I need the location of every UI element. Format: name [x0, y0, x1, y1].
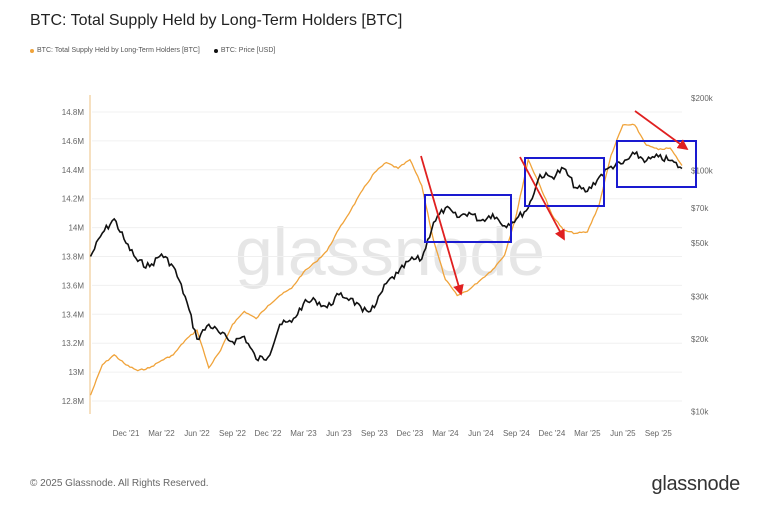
x-tick-label: Mar '23 — [290, 429, 317, 438]
legend: BTC: Total Supply Held by Long-Term Hold… — [30, 47, 275, 54]
left-tick-label: 14M — [68, 224, 84, 233]
x-tick-label: Jun '24 — [468, 429, 494, 438]
right-tick-label: $200k — [691, 94, 714, 103]
highlight-box-2 — [524, 157, 605, 207]
x-tick-label: Sep '24 — [503, 429, 530, 438]
gridlines — [92, 111, 682, 402]
left-tick-label: 14.4M — [62, 166, 85, 175]
x-tick-label: Jun '22 — [184, 429, 210, 438]
x-tick-label: Sep '23 — [361, 429, 388, 438]
left-tick-label: 13.4M — [62, 310, 85, 319]
x-axis: Dec '21 Mar '22 Jun '22 Sep '22 Dec '22 Mar '… — [113, 429, 673, 438]
x-tick-label: Jun '23 — [326, 429, 352, 438]
legend-label: BTC: Total Supply Held by Long-Term Hold… — [37, 47, 200, 54]
left-tick-label: 13M — [68, 368, 84, 377]
x-tick-label: Sep '25 — [645, 429, 672, 438]
right-tick-label: $70k — [691, 204, 709, 213]
left-tick-label: 14.6M — [62, 137, 85, 146]
x-tick-label: Dec '24 — [538, 429, 565, 438]
red-arrow-2 — [519, 156, 565, 241]
left-tick-label: 13.6M — [62, 281, 85, 290]
x-tick-label: Jun '25 — [610, 429, 636, 438]
highlight-box-1 — [424, 194, 512, 243]
red-arrow-1 — [420, 155, 464, 296]
legend-item-lth-supply[interactable]: BTC: Total Supply Held by Long-Term Hold… — [30, 47, 200, 54]
series-lth-supply-line — [89, 123, 683, 396]
right-tick-label: $100k — [691, 167, 714, 176]
right-axis: $10k $20k $30k $50k $70k $100k $200k — [691, 94, 714, 417]
x-tick-label: Mar '24 — [432, 429, 459, 438]
right-tick-label: $50k — [691, 239, 709, 248]
right-tick-label: $30k — [691, 293, 709, 302]
glassnode-logo: glassnode — [651, 473, 741, 495]
series-price-line — [89, 150, 683, 362]
left-tick-label: 13.8M — [62, 253, 85, 262]
legend-label: BTC: Price [USD] — [220, 47, 276, 54]
x-tick-label: Dec '22 — [255, 429, 282, 438]
right-tick-label: $10k — [691, 408, 709, 417]
left-axis: 12.8M 13M 13.2M 13.4M 13.6M 13.8M 14M 14.2M 14.4… — [62, 108, 85, 406]
legend-swatch-orange — [30, 48, 34, 53]
highlight-box-3 — [616, 140, 697, 188]
copyright: © 2025 Glassnode. All Rights Reserved. — [30, 478, 209, 489]
left-tick-label: 14.2M — [62, 195, 85, 204]
left-tick-label: 13.2M — [62, 339, 85, 348]
legend-swatch-black — [213, 48, 218, 53]
chart-title: BTC: Total Supply Held by Long-Term Hold… — [30, 12, 403, 29]
left-tick-label: 14.8M — [62, 108, 85, 117]
watermark: glassnode — [235, 214, 545, 290]
left-tick-label: 12.8M — [62, 397, 85, 406]
x-tick-label: Mar '22 — [148, 429, 175, 438]
annotations — [420, 110, 697, 296]
x-tick-label: Sep '22 — [219, 429, 246, 438]
legend-item-price[interactable]: BTC: Price [USD] — [213, 47, 276, 54]
right-tick-label: $20k — [691, 335, 709, 344]
red-arrow-3 — [634, 110, 689, 151]
x-tick-label: Mar '25 — [574, 429, 601, 438]
x-tick-label: Dec '21 — [113, 429, 140, 438]
x-tick-label: Dec '23 — [396, 429, 423, 438]
